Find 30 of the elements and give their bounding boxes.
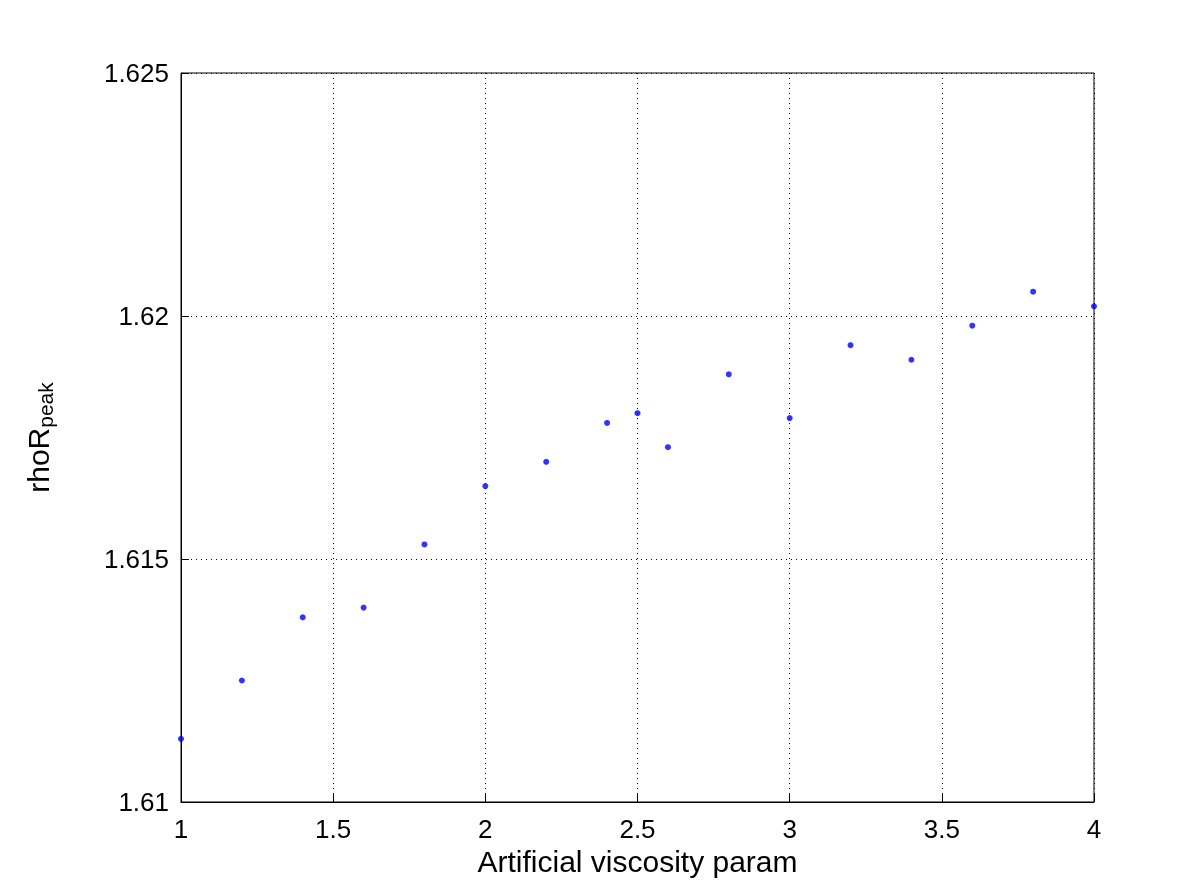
x-tick-label: 2 — [478, 814, 493, 844]
point — [421, 541, 428, 548]
x-tick-label: 4 — [1086, 814, 1102, 844]
point — [664, 444, 671, 451]
x-tick-label: 3.5 — [923, 814, 960, 844]
x-tick-label: 3 — [782, 814, 797, 844]
y-axis-title: rhoRpeak — [22, 381, 57, 493]
y-tick-label: 1.625 — [103, 58, 169, 88]
point — [178, 735, 184, 742]
point — [238, 677, 245, 684]
point — [543, 458, 550, 465]
point — [725, 371, 732, 378]
point — [634, 410, 641, 417]
y-tick-label: 1.61 — [118, 787, 169, 817]
point — [482, 483, 489, 490]
point — [604, 419, 611, 426]
y-tick-label: 1.615 — [103, 544, 169, 574]
x-tick-label: 2.5 — [619, 814, 656, 844]
point — [299, 614, 306, 621]
point — [1091, 303, 1097, 310]
point — [786, 415, 793, 422]
x-tick-label: 1.5 — [315, 814, 352, 844]
point — [847, 342, 854, 349]
point — [908, 356, 915, 363]
y-tick-label: 1.62 — [118, 301, 169, 331]
point — [1030, 288, 1037, 295]
x-axis-title: Artificial viscosity param — [477, 845, 798, 879]
point — [969, 322, 976, 329]
x-tick-label: 1 — [173, 814, 189, 844]
point — [360, 604, 367, 611]
